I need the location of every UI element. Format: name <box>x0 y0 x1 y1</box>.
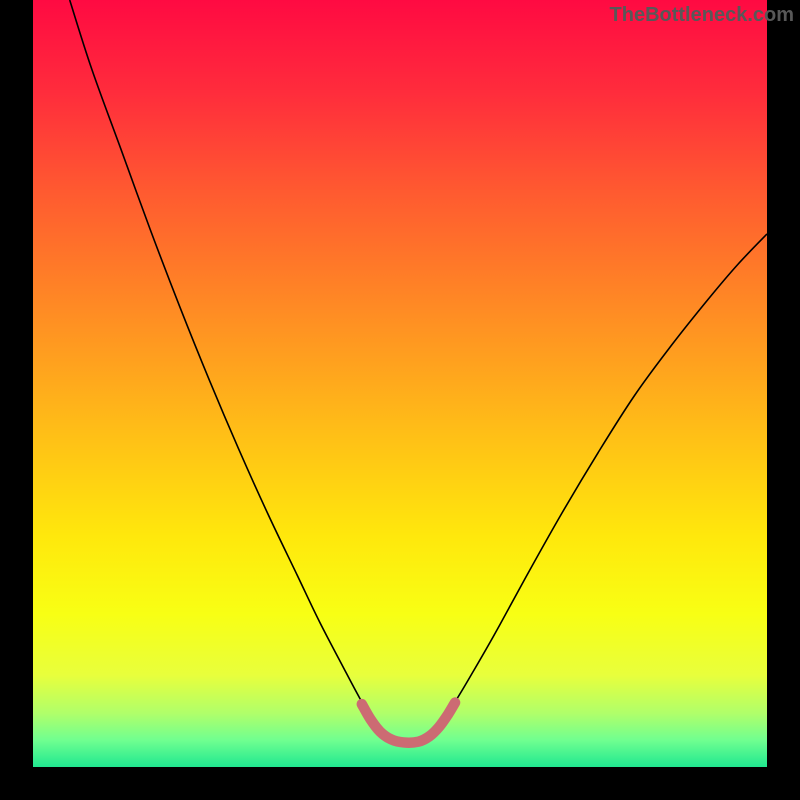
watermark-text: TheBottleneck.com <box>610 4 794 27</box>
plot-background <box>33 0 767 767</box>
chart-container: TheBottleneck.com <box>0 0 800 800</box>
bottleneck-curve-chart <box>0 0 800 800</box>
